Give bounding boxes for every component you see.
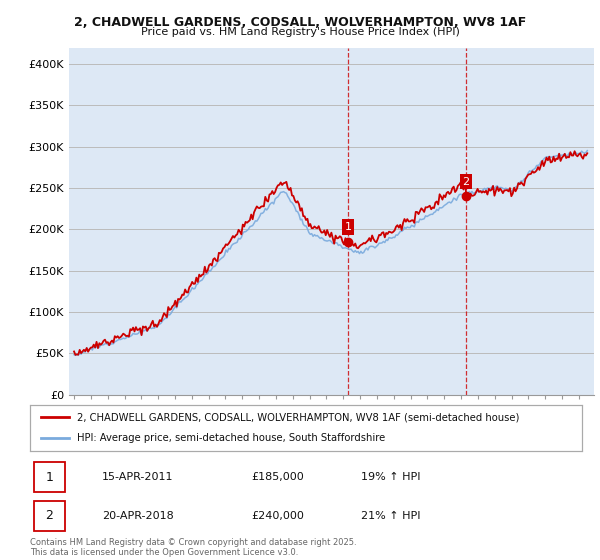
FancyBboxPatch shape bbox=[34, 501, 65, 531]
Text: 1: 1 bbox=[46, 470, 53, 483]
FancyBboxPatch shape bbox=[34, 463, 65, 492]
Text: 2, CHADWELL GARDENS, CODSALL, WOLVERHAMPTON, WV8 1AF (semi-detached house): 2, CHADWELL GARDENS, CODSALL, WOLVERHAMP… bbox=[77, 412, 519, 422]
Text: £240,000: £240,000 bbox=[251, 511, 304, 521]
Text: 2: 2 bbox=[463, 176, 470, 186]
Text: £185,000: £185,000 bbox=[251, 472, 304, 482]
Text: Contains HM Land Registry data © Crown copyright and database right 2025.
This d: Contains HM Land Registry data © Crown c… bbox=[30, 538, 356, 557]
Text: 15-APR-2011: 15-APR-2011 bbox=[102, 472, 173, 482]
Text: 1: 1 bbox=[344, 222, 352, 232]
Text: HPI: Average price, semi-detached house, South Staffordshire: HPI: Average price, semi-detached house,… bbox=[77, 433, 385, 444]
Text: 2: 2 bbox=[46, 510, 53, 522]
Text: 19% ↑ HPI: 19% ↑ HPI bbox=[361, 472, 421, 482]
Text: 20-APR-2018: 20-APR-2018 bbox=[102, 511, 173, 521]
Text: Price paid vs. HM Land Registry's House Price Index (HPI): Price paid vs. HM Land Registry's House … bbox=[140, 27, 460, 37]
Text: 21% ↑ HPI: 21% ↑ HPI bbox=[361, 511, 421, 521]
Text: 2, CHADWELL GARDENS, CODSALL, WOLVERHAMPTON, WV8 1AF: 2, CHADWELL GARDENS, CODSALL, WOLVERHAMP… bbox=[74, 16, 526, 29]
